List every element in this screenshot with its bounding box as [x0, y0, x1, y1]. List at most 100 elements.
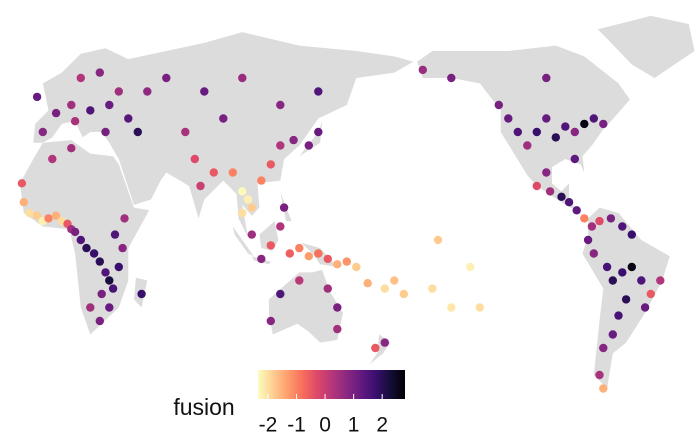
point [602, 262, 612, 272]
landmass [597, 15, 695, 78]
point [67, 100, 76, 110]
point [532, 181, 541, 191]
point [447, 73, 456, 83]
point [105, 100, 114, 110]
point [243, 195, 253, 204]
point [86, 303, 95, 312]
point [646, 289, 655, 299]
point [513, 127, 522, 137]
point [105, 303, 114, 312]
point [352, 262, 361, 272]
point [570, 154, 579, 164]
point [276, 100, 285, 110]
point [557, 192, 566, 201]
point [97, 289, 106, 299]
point [608, 276, 617, 285]
point [523, 141, 532, 150]
point [38, 127, 47, 137]
colorbar-tick-label: 0 [319, 414, 331, 437]
point [247, 230, 256, 239]
point [589, 114, 598, 123]
point [120, 214, 129, 223]
point [572, 206, 581, 215]
point [266, 316, 275, 326]
point [257, 176, 266, 185]
point [618, 268, 627, 277]
point [51, 211, 61, 220]
point [276, 222, 285, 231]
point [542, 168, 551, 177]
point [390, 276, 399, 285]
point [532, 127, 541, 137]
colorbar [258, 370, 405, 399]
point [599, 384, 608, 393]
point [595, 370, 604, 380]
point [76, 235, 86, 245]
point [44, 214, 53, 223]
point [494, 100, 503, 110]
point [580, 119, 589, 129]
point [323, 254, 332, 264]
point [86, 106, 95, 115]
point [333, 260, 342, 269]
point [76, 73, 86, 83]
point [599, 119, 608, 129]
point [542, 73, 551, 83]
point [162, 73, 171, 83]
point [276, 141, 285, 150]
point [190, 154, 199, 164]
point [70, 117, 80, 126]
point [67, 144, 76, 153]
landmass [280, 191, 292, 222]
point [196, 181, 205, 191]
point [587, 222, 597, 231]
point [209, 168, 218, 177]
point [618, 222, 627, 231]
point [238, 187, 247, 196]
point [551, 133, 560, 142]
point [238, 208, 247, 218]
point [433, 235, 443, 245]
point [95, 68, 105, 77]
point [108, 284, 118, 293]
point [399, 289, 408, 299]
point [143, 87, 152, 96]
point [51, 108, 61, 118]
point [637, 276, 646, 285]
point [19, 198, 28, 207]
landmass [33, 32, 414, 238]
point [475, 303, 484, 312]
point [380, 284, 389, 293]
landmass [417, 45, 630, 219]
legend-title: fusion [173, 394, 234, 420]
colorbar-tick-label: 2 [376, 414, 388, 437]
points [17, 65, 665, 393]
point [266, 160, 275, 169]
point [219, 114, 228, 123]
colorbar-ticks: -2 -1 0 1 2 [259, 394, 388, 437]
colorbar-tick-label: -2 [259, 414, 278, 437]
point [82, 243, 91, 253]
point [101, 268, 110, 277]
point [621, 295, 631, 304]
point [466, 262, 475, 272]
point [304, 141, 313, 150]
point [504, 114, 513, 123]
point [200, 87, 209, 96]
point [570, 127, 579, 137]
point [276, 289, 285, 299]
point [133, 127, 142, 137]
point [371, 343, 380, 353]
point [25, 208, 34, 218]
point [606, 214, 616, 223]
point [285, 249, 294, 258]
point [542, 114, 551, 123]
point [257, 254, 266, 264]
point [110, 230, 120, 239]
point [314, 87, 323, 96]
point [124, 114, 133, 123]
point [279, 203, 289, 212]
point [595, 216, 604, 226]
point [228, 168, 237, 177]
